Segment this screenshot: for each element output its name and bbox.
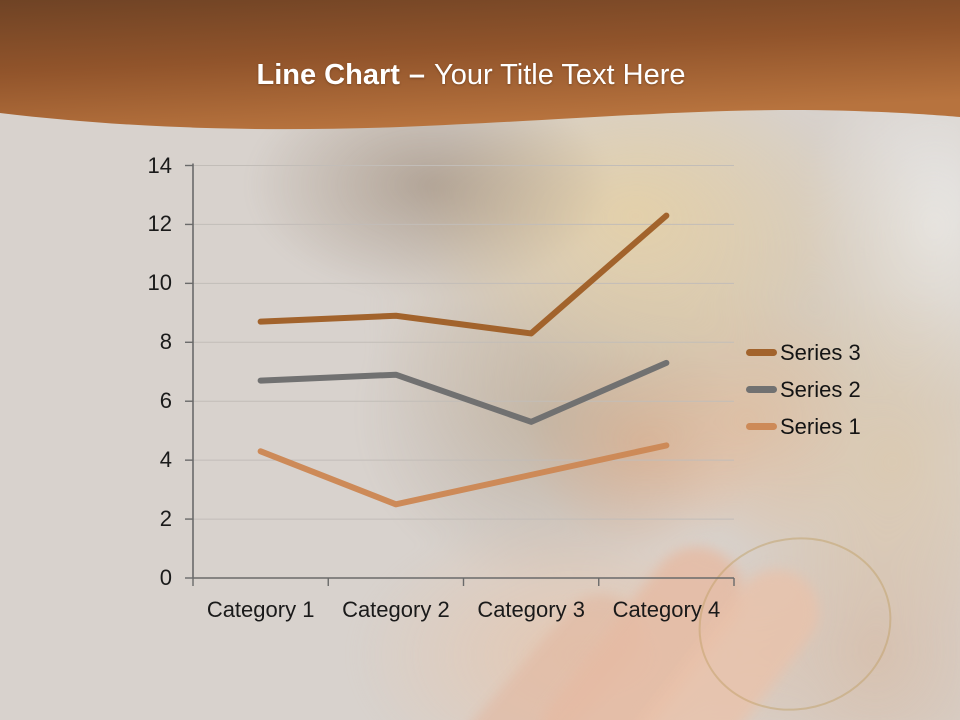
header-wave xyxy=(0,0,960,130)
y-axis-tick-label: 6 xyxy=(159,388,172,414)
y-axis-tick-label: 4 xyxy=(159,447,172,473)
slide-title-rest: Your Title Text Here xyxy=(434,59,686,91)
x-axis-category-label: Category 4 xyxy=(612,597,721,622)
series-1-swatch xyxy=(746,423,777,430)
y-axis-tick-label: 0 xyxy=(159,565,172,590)
x-axis-category-label: Category 3 xyxy=(477,597,585,622)
x-axis-category-label: Category 1 xyxy=(206,597,315,622)
legend-item-series-2: Series 2 xyxy=(746,371,861,408)
legend-item-series-3: Series 3 xyxy=(746,334,861,371)
legend-item-series-1: Series 1 xyxy=(746,408,861,445)
legend-label: Series 2 xyxy=(780,376,861,402)
header-band: Line Chart – Your Title Text Here xyxy=(0,0,960,140)
y-axis-tick-label: 10 xyxy=(147,270,172,296)
chart-legend: Series 3 Series 2 Series 1 xyxy=(746,334,861,445)
series-3-swatch xyxy=(746,349,777,356)
y-axis-tick-label: 14 xyxy=(147,152,172,178)
y-axis-tick-label: 8 xyxy=(159,329,172,355)
slide-title-emphasis: Line Chart xyxy=(256,59,400,91)
series-line-series-1 xyxy=(257,442,670,508)
slide-title: Line Chart – Your Title Text Here xyxy=(0,59,960,92)
y-axis-tick-label: 2 xyxy=(159,506,172,532)
series-2-swatch xyxy=(746,386,777,393)
x-axis-category-label: Category 2 xyxy=(342,597,450,622)
series-line-series-2 xyxy=(257,359,670,425)
slide-title-separator: – xyxy=(408,59,426,91)
legend-label: Series 3 xyxy=(780,339,861,365)
legend-label: Series 1 xyxy=(780,413,861,439)
y-axis-tick-label: 12 xyxy=(147,211,172,237)
series-line-series-3 xyxy=(257,212,670,337)
